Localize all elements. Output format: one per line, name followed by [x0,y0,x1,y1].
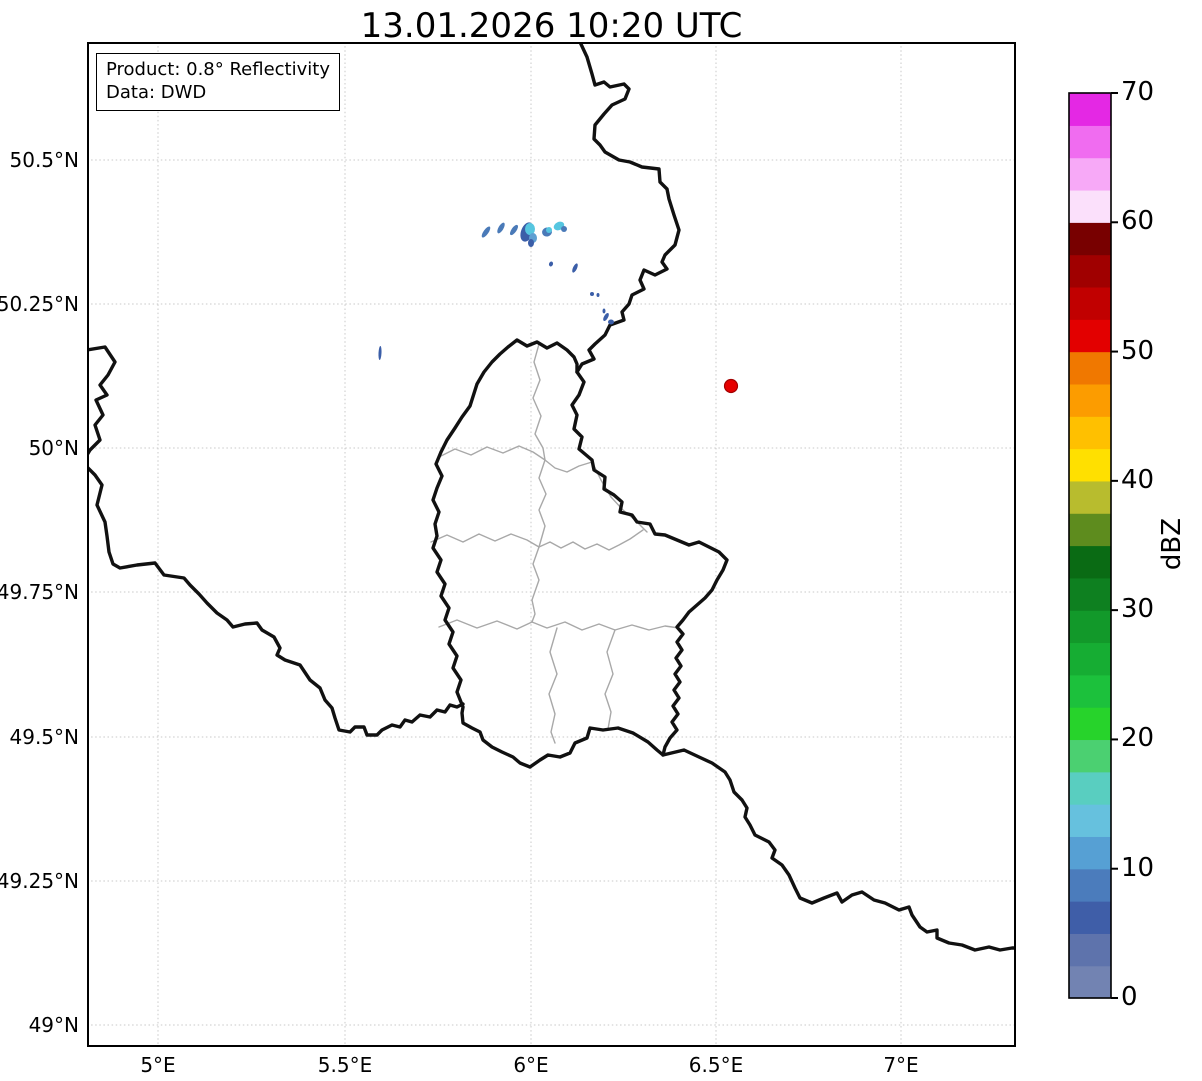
y-tick-label: 49.5°N [9,725,80,749]
radar-echo [378,346,382,360]
colorbar-segment [1069,707,1111,741]
map-frame [87,42,1016,1047]
colorbar [1068,92,1118,999]
colorbar-segment [1069,383,1111,417]
map-plot-area: Product: 0.8° Reflectivity Data: DWD [87,42,1016,1047]
radar-echo [572,263,578,273]
radar-echo [561,226,567,232]
admin-border [438,445,593,473]
colorbar-tick-label: 30 [1121,594,1155,625]
country-border [661,748,1016,952]
colorbar-segment [1069,222,1111,256]
colorbar-tick-label: 70 [1121,77,1155,107]
country-border [87,345,117,457]
colorbar-tick-label: 20 [1121,723,1155,754]
colorbar-segment [1069,836,1111,870]
map-canvas [87,42,1016,1047]
admin-border [438,619,680,631]
colorbar-tick-label: 40 [1121,464,1155,495]
product-annotation: Product: 0.8° Reflectivity Data: DWD [96,53,340,111]
colorbar-segment [1069,351,1111,385]
colorbar-segment [1069,642,1111,676]
colorbar-tick-label: 50 [1121,335,1155,366]
y-tick-label: 50°N [28,436,79,460]
colorbar-axis-label: dBZ [1157,517,1187,571]
country-border [575,42,681,374]
radar-echo [509,224,519,236]
colorbar-segment [1069,933,1111,967]
radar-echo [546,227,552,233]
colorbar-segment [1069,577,1111,611]
x-tick-label: 6.5°E [688,1053,744,1077]
radar-echo [497,222,505,234]
colorbar-segment [1069,868,1111,902]
admin-border [548,627,558,744]
admin-border [604,629,616,730]
colorbar-segment [1069,965,1111,999]
colorbar-segment [1069,480,1111,514]
colorbar-segment [1069,416,1111,450]
country-border-luxembourg [431,338,729,769]
product-annotation-line1: Product: 0.8° Reflectivity [106,59,330,80]
radar-echo [602,308,606,314]
colorbar-segment [1069,739,1111,773]
radar-site-marker [723,378,739,394]
x-tick-label: 5.5°E [317,1053,373,1077]
colorbar-segment [1069,125,1111,159]
colorbar-segment [1069,93,1111,126]
y-tick-label: 50.25°N [0,292,79,316]
x-tick-label: 5°E [140,1053,176,1077]
country-border [87,465,465,737]
colorbar-segment [1069,254,1111,288]
x-tick-label: 6°E [513,1053,549,1077]
colorbar-segment [1069,901,1111,934]
colorbar-segment [1069,319,1111,353]
colorbar-segment [1069,545,1111,579]
colorbar-segment [1069,448,1111,482]
colorbar-segment [1069,513,1111,547]
y-tick-label: 49.25°N [0,869,79,893]
radar-echo [608,319,614,325]
admin-border [538,459,547,548]
radar-echo [528,239,534,247]
colorbar-segment [1069,804,1111,837]
colorbar-tick-label: 10 [1121,852,1155,883]
radar-echo [548,261,554,267]
admin-border [430,529,644,551]
radar-echo [590,292,594,296]
colorbar-segment [1069,157,1111,191]
colorbar-segment [1069,286,1111,320]
colorbar-segment [1069,674,1111,708]
product-annotation-line2: Data: DWD [106,82,207,104]
colorbar-tick-label: 0 [1121,982,1138,1012]
admin-border [532,343,546,461]
x-tick-label: 7°E [883,1053,919,1077]
figure-title: 13.01.2026 10:20 UTC [360,6,743,46]
y-tick-label: 49°N [28,1013,79,1037]
radar-echo [481,226,491,238]
radar-echo [596,293,600,297]
y-tick-label: 50.5°N [9,148,80,172]
colorbar-tick-label: 60 [1121,206,1155,237]
radar-echo [603,312,609,322]
y-tick-label: 49.75°N [0,580,79,604]
colorbar-frame [1068,92,1112,999]
colorbar-segment [1069,771,1111,805]
colorbar-segment [1069,610,1111,644]
colorbar-segment [1069,189,1111,223]
admin-border [531,546,540,623]
radar-echo [525,223,535,235]
